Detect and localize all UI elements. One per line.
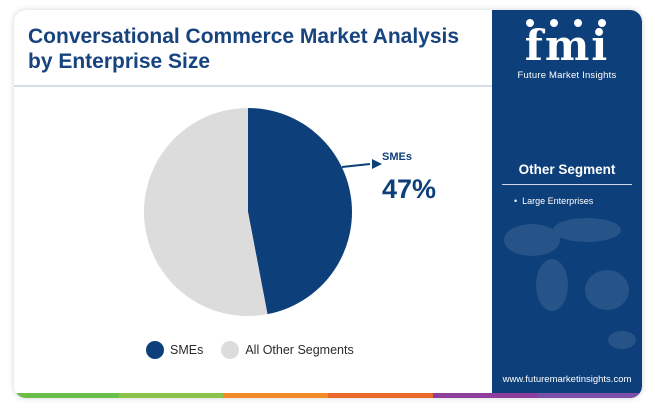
pie-slice-smes [248, 108, 352, 315]
color-strip [14, 393, 642, 398]
color-strip-segment [14, 393, 119, 398]
callout-arrow [341, 159, 382, 169]
legend-item-smes: SMEs [146, 341, 203, 359]
website-url: www.futuremarketinsights.com [502, 374, 632, 385]
fmi-logo: fmi Future Market Insights [512, 16, 622, 86]
chart-legend: SMEs All Other Segments [146, 340, 372, 360]
other-segment-title: Other Segment [518, 162, 616, 177]
other-segment-item: Large Enterprises [514, 196, 593, 206]
callout-label: SMEs [382, 151, 412, 163]
pie-chart: SMEs 47% [144, 108, 436, 316]
legend-item-other: All Other Segments [221, 341, 354, 359]
color-strip-segment [432, 393, 538, 398]
logo-icons [526, 19, 606, 27]
pie-slices [144, 108, 352, 316]
color-strip-segment [118, 393, 224, 398]
legend-swatch-smes [146, 341, 164, 359]
pie-slice-all-other-segments [144, 108, 268, 316]
title-divider [14, 85, 494, 87]
callout-value: 47% [382, 174, 436, 204]
chart-title: Conversational Commerce Market Analysis … [28, 25, 460, 73]
color-strip-segment [537, 393, 642, 398]
report-card: Conversational Commerce Market Analysis … [14, 10, 642, 398]
world-map-pattern [504, 218, 636, 349]
color-strip-segment [223, 393, 329, 398]
brand-sidebar: fmi Future Market Insights Other Segment… [492, 10, 642, 398]
legend-label-smes: SMEs [170, 343, 204, 357]
logo-company-name: Future Market Insights [517, 70, 617, 81]
legend-label-other: All Other Segments [245, 343, 354, 357]
other-segment-divider [502, 184, 632, 185]
color-strip-segment [328, 393, 433, 398]
logo-letters: fmi [524, 21, 610, 70]
legend-swatch-other [221, 341, 240, 359]
